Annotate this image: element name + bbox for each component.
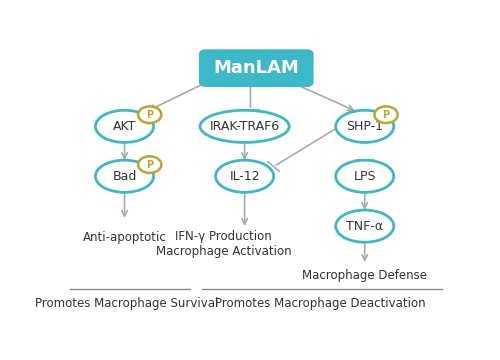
Text: LPS: LPS [354,170,376,183]
Text: AKT: AKT [113,120,136,133]
Text: Promotes Macrophage Deactivation: Promotes Macrophage Deactivation [215,297,426,310]
Text: ManLAM: ManLAM [214,59,299,77]
Text: IFN-γ Production
Macrophage Activation: IFN-γ Production Macrophage Activation [156,230,291,258]
Ellipse shape [216,160,274,192]
Text: IRAK-TRAF6: IRAK-TRAF6 [210,120,280,133]
Text: Anti-apoptotic: Anti-apoptotic [82,231,166,244]
Ellipse shape [96,110,154,143]
Ellipse shape [336,110,394,143]
Text: P: P [382,110,390,120]
Text: Bad: Bad [112,170,136,183]
Text: P: P [146,110,153,120]
Ellipse shape [336,160,394,192]
Ellipse shape [336,210,394,242]
Text: IL-12: IL-12 [230,170,260,183]
Text: SHP-1: SHP-1 [346,120,384,133]
FancyBboxPatch shape [199,49,314,87]
Ellipse shape [200,110,289,143]
Text: TNF-α: TNF-α [346,220,384,233]
Circle shape [138,156,162,173]
Circle shape [374,107,398,123]
Ellipse shape [96,160,154,192]
Text: Macrophage Defense: Macrophage Defense [302,269,427,282]
Text: Promotes Macrophage Survival: Promotes Macrophage Survival [35,297,218,310]
Circle shape [138,107,162,123]
Text: P: P [146,159,153,170]
